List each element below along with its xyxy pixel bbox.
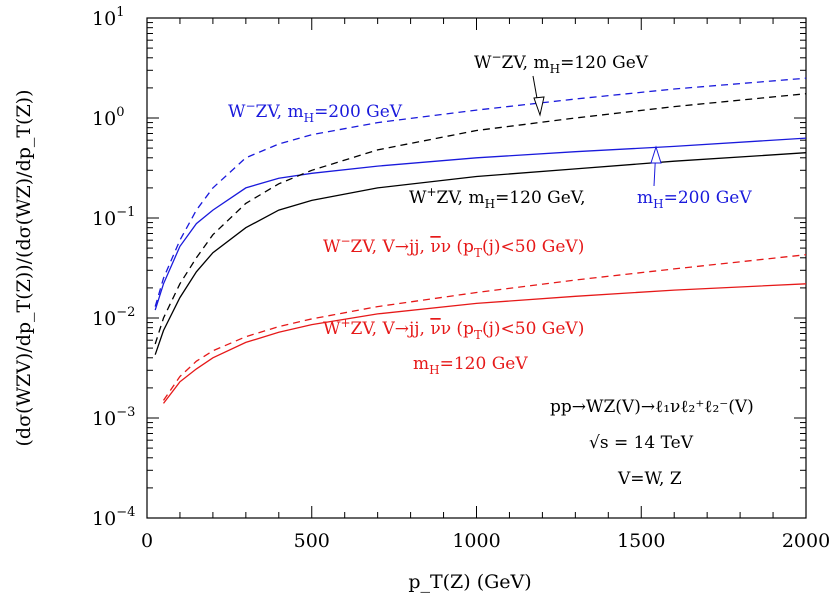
label-wm-zv-mh200: W−ZV, mH=200 GeV	[228, 99, 403, 125]
y-tick-label: 10−3	[92, 405, 135, 430]
x-tick-label: 1500	[617, 530, 665, 552]
label-wm-zv-jj: W−ZV, V→jj, νν (pT(j)<50 GeV)	[323, 234, 584, 260]
label-wp-zv-mh120: W+ZV, mH=120 GeV,	[409, 185, 586, 211]
x-tick-label: 1000	[452, 530, 500, 552]
axis-ticks	[146, 17, 807, 519]
y-tick-label: 100	[92, 105, 124, 130]
series-line-3	[154, 152, 807, 355]
label-wp-zv-jj: W+ZV, V→jj, νν (pT(j)<50 GeV)	[323, 316, 584, 342]
series-lines	[154, 77, 807, 404]
y-axis-label: (dσ(WZV)/dp_T(Z))/(dσ(WZ)/dp_T(Z))	[13, 89, 35, 446]
y-tick-labels: 101 100 10−1 10−2 10−3 10−4	[92, 5, 135, 530]
x-tick-labels: 0 500 1000 1500 2000	[141, 530, 830, 552]
x-tick-label: 2000	[782, 530, 830, 552]
y-tick-label: 10−2	[92, 305, 135, 330]
series-line-2	[154, 93, 807, 345]
y-tick-label: 10−4	[92, 505, 135, 530]
label-wm-zv-mh120: W−ZV, mH=120 GeV	[474, 50, 649, 76]
label-mh200: mH=200 GeV	[637, 188, 752, 211]
series-line-4	[162, 254, 807, 401]
energy-label: √s = 14 TeV	[589, 433, 694, 453]
plot-frame	[146, 17, 807, 519]
arrow-wm120	[532, 75, 545, 117]
arrow-mh200	[650, 145, 662, 187]
process-label: pp→WZ(V)→ℓ₁νℓ₂⁺ℓ₂⁻(V)	[550, 397, 754, 417]
x-tick-label: 500	[294, 530, 330, 552]
x-tick-label: 0	[141, 530, 153, 552]
series-line-5	[162, 283, 807, 404]
label-mh120-red: mH=120 GeV	[413, 354, 528, 377]
y-tick-label: 101	[92, 5, 124, 30]
v-label: V=W, Z	[617, 469, 682, 489]
series-line-1	[154, 137, 807, 311]
y-tick-label: 10−1	[92, 205, 135, 230]
x-axis-label: p_T(Z) (GeV)	[408, 571, 531, 593]
